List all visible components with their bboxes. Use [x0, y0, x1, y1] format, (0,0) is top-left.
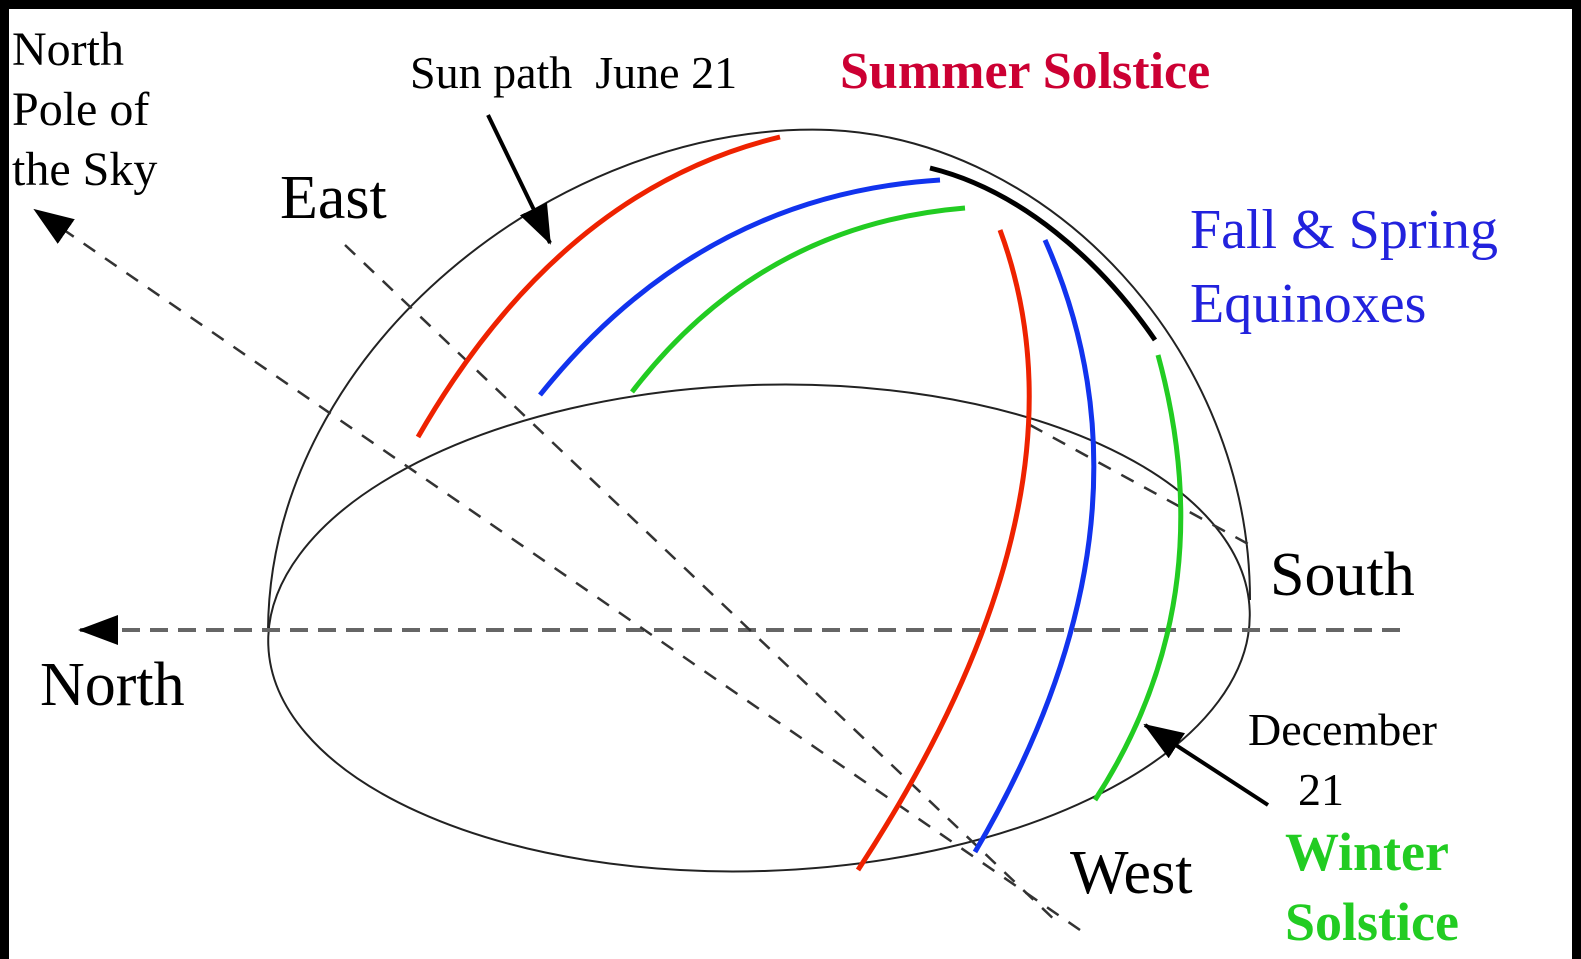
pole-label: the Sky: [12, 143, 157, 196]
december-label: 21: [1298, 764, 1344, 815]
east-label: East: [280, 164, 387, 232]
sun-path-diagram: North Pole of the Sky Sun path June 21 S…: [0, 0, 1581, 959]
equinox-label: Equinoxes: [1190, 273, 1426, 335]
pole-label: North: [12, 23, 124, 76]
sun-path-label: Sun path June 21: [410, 47, 737, 98]
equinox-label: Fall & Spring: [1190, 199, 1498, 261]
south-label: South: [1270, 541, 1415, 609]
west-label: West: [1070, 839, 1192, 907]
canvas: [9, 9, 1572, 959]
winter-label: Solstice: [1285, 892, 1459, 952]
december-label: December: [1248, 704, 1437, 755]
summer-label: Summer Solstice: [840, 43, 1210, 100]
winter-label: Winter: [1285, 822, 1449, 882]
pole-label: Pole of: [12, 83, 149, 136]
north-label: North: [40, 651, 185, 719]
